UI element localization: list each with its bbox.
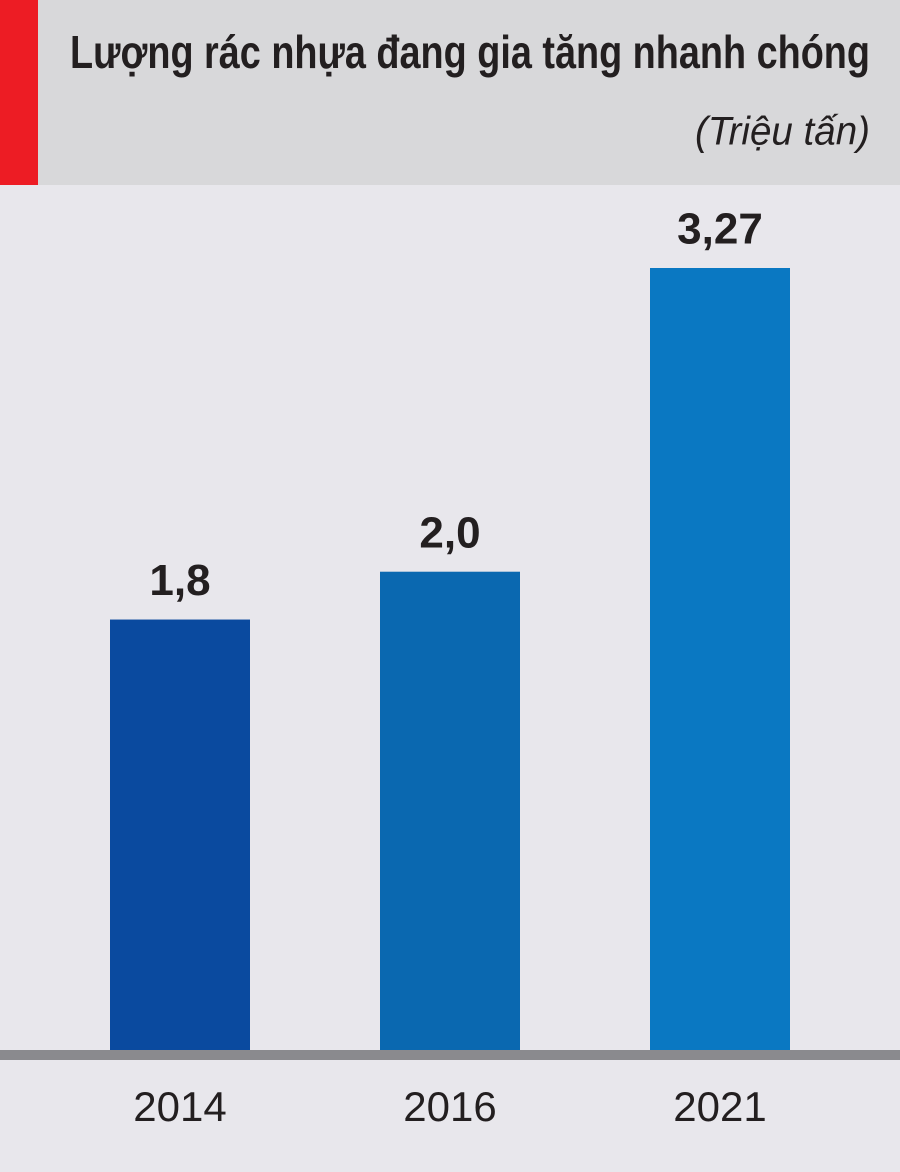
chart-subtitle: (Triệu tấn): [695, 110, 870, 154]
header-accent: [0, 0, 38, 185]
header-band: [0, 0, 900, 185]
x-tick-label: 2016: [403, 1083, 496, 1130]
x-tick-label: 2021: [673, 1083, 766, 1130]
baseline: [0, 1050, 900, 1060]
bar: [380, 571, 520, 1050]
value-label: 2,0: [419, 508, 480, 557]
x-tick-label: 2014: [133, 1083, 226, 1130]
bar: [650, 268, 790, 1050]
bar: [110, 619, 250, 1050]
value-label: 1,8: [149, 556, 210, 605]
value-label: 3,27: [677, 205, 763, 254]
chart-title: Lượng rác nhựa đang gia tăng nhanh chóng: [70, 26, 870, 78]
